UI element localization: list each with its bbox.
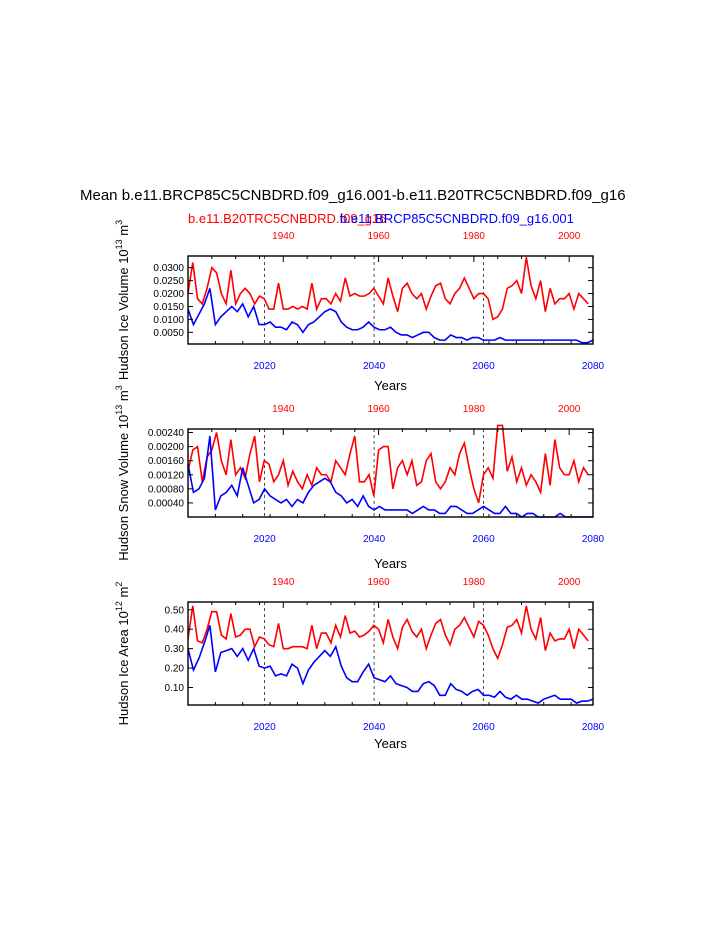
xtick-bottom-label: 2020 bbox=[253, 534, 276, 545]
xtick-bottom-label: 2080 bbox=[582, 722, 605, 733]
y-axis-label: Hudson Ice Area 1012 m2 bbox=[114, 582, 131, 726]
ytick-label: 0.00160 bbox=[148, 456, 185, 467]
x-axis-label: Years bbox=[374, 736, 407, 751]
ytick-label: 0.0100 bbox=[153, 315, 184, 326]
xtick-top-label: 1940 bbox=[272, 231, 295, 242]
xtick-bottom-label: 2060 bbox=[472, 361, 495, 372]
xtick-bottom-label: 2020 bbox=[253, 722, 276, 733]
ytick-label: 0.0250 bbox=[153, 276, 184, 287]
xtick-bottom-label: 2080 bbox=[582, 534, 605, 545]
ytick-label: 0.30 bbox=[165, 644, 185, 655]
xtick-top-label: 2000 bbox=[558, 404, 581, 415]
plot-frame bbox=[187, 428, 594, 518]
ytick-label: 0.00120 bbox=[148, 470, 185, 481]
xtick-top-label: 1960 bbox=[367, 404, 390, 415]
xtick-top-label: 1980 bbox=[463, 404, 486, 415]
panel-ice-volume: 0.0050 0.0100 0.0150 0.0200 0.0250 0.0300 2020… bbox=[114, 220, 605, 393]
xtick-bottom-label: 2020 bbox=[253, 361, 276, 372]
legend-red-title: b.e11.B20TRC5CNBDRD.f09_g16 bbox=[188, 211, 386, 226]
plot-frame bbox=[187, 601, 594, 706]
x-axis-label: Years bbox=[374, 556, 407, 571]
xtick-top-label: 1960 bbox=[367, 577, 390, 588]
xtick-top-label: 2000 bbox=[558, 577, 581, 588]
xtick-bottom-label: 2040 bbox=[363, 361, 386, 372]
xtick-top-label: 1960 bbox=[367, 231, 390, 242]
series-line-blue bbox=[187, 288, 594, 344]
ytick-label: 0.0050 bbox=[153, 328, 184, 339]
legend-blue-title: b.e11.BRCP85C5CNBDRD.f09_g16.001 bbox=[340, 211, 574, 226]
ytick-label: 0.50 bbox=[165, 605, 185, 616]
xtick-bottom-label: 2040 bbox=[363, 722, 386, 733]
ytick-label: 0.00240 bbox=[148, 428, 185, 439]
xtick-bottom-label: 2060 bbox=[472, 534, 495, 545]
ytick-label: 0.00040 bbox=[148, 498, 185, 509]
ytick-label: 0.00200 bbox=[148, 442, 185, 453]
figure-title: Mean b.e11.BRCP85C5CNBDRD.f09_g16.001-b.… bbox=[80, 187, 626, 204]
series-line-blue bbox=[187, 625, 594, 704]
y-axis-label: Hudson Snow Volume 1013 m3 bbox=[114, 385, 131, 560]
y-axis-label: Hudson Ice Volume 1013 m3 bbox=[114, 220, 131, 380]
ytick-label: 0.20 bbox=[165, 664, 185, 675]
ytick-label: 0.00080 bbox=[148, 484, 185, 495]
x-axis-label: Years bbox=[374, 378, 407, 393]
series-line-blue bbox=[187, 435, 593, 518]
xtick-bottom-label: 2080 bbox=[582, 361, 605, 372]
ytick-label: 0.40 bbox=[165, 625, 185, 636]
xtick-top-label: 1940 bbox=[272, 577, 295, 588]
panel-snow-volume: 0.00040 0.00080 0.00120 0.00160 0.00200 0.002… bbox=[114, 385, 605, 571]
xtick-bottom-label: 2060 bbox=[472, 722, 495, 733]
panel-ice-area: 0.10 0.20 0.30 0.40 0.50 2020 2040 2060 2080 1940… bbox=[114, 577, 605, 751]
ytick-label: 0.0150 bbox=[153, 302, 184, 313]
xtick-top-label: 1980 bbox=[463, 577, 486, 588]
xtick-bottom-label: 2040 bbox=[363, 534, 386, 545]
ytick-label: 0.10 bbox=[165, 683, 185, 694]
xtick-top-label: 1940 bbox=[272, 404, 295, 415]
ytick-label: 0.0200 bbox=[153, 289, 184, 300]
series-line-red bbox=[187, 424, 589, 504]
xtick-top-label: 2000 bbox=[558, 231, 581, 242]
ytick-label: 0.0300 bbox=[153, 263, 184, 274]
series-line-red bbox=[187, 257, 589, 321]
xtick-top-label: 1980 bbox=[463, 231, 486, 242]
plot-frame bbox=[187, 255, 594, 345]
series-line-red bbox=[187, 605, 589, 661]
